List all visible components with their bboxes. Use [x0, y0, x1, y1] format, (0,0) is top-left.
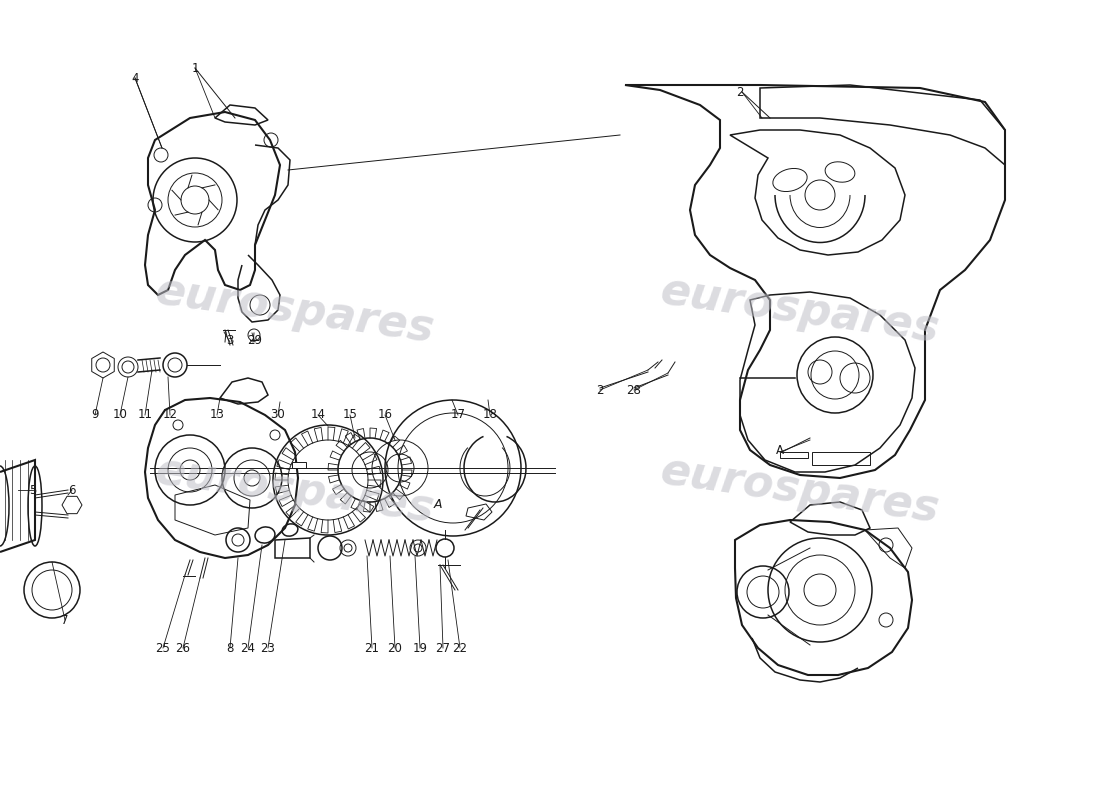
Text: eurospares: eurospares: [658, 449, 943, 531]
Text: 15: 15: [342, 409, 358, 422]
Text: 22: 22: [452, 642, 468, 654]
Text: A: A: [776, 443, 784, 457]
Text: 18: 18: [483, 409, 497, 422]
Text: 23: 23: [261, 642, 275, 654]
Text: 28: 28: [627, 383, 641, 397]
Polygon shape: [292, 462, 306, 468]
Text: 17: 17: [451, 409, 465, 422]
Text: 20: 20: [387, 642, 403, 654]
Text: eurospares: eurospares: [153, 269, 438, 351]
Text: 2: 2: [596, 383, 604, 397]
Text: 8: 8: [227, 642, 233, 654]
Text: 11: 11: [138, 409, 153, 422]
Text: 2: 2: [736, 86, 744, 98]
Text: 21: 21: [364, 642, 380, 654]
Text: 24: 24: [241, 642, 255, 654]
Text: 6: 6: [68, 483, 76, 497]
Text: 14: 14: [310, 409, 326, 422]
Text: 4: 4: [131, 71, 139, 85]
Text: eurospares: eurospares: [153, 449, 438, 531]
Text: 30: 30: [271, 409, 285, 422]
Text: 1: 1: [191, 62, 199, 74]
Text: 19: 19: [412, 642, 428, 654]
Text: 16: 16: [377, 409, 393, 422]
Text: 5: 5: [30, 483, 36, 497]
Text: 13: 13: [210, 409, 224, 422]
Text: 3: 3: [227, 334, 233, 346]
Text: 27: 27: [436, 642, 451, 654]
Text: 29: 29: [248, 334, 263, 346]
Text: 12: 12: [163, 409, 177, 422]
Text: 10: 10: [112, 409, 128, 422]
Text: 25: 25: [155, 642, 170, 654]
Text: 26: 26: [176, 642, 190, 654]
Text: eurospares: eurospares: [658, 269, 943, 351]
Text: 7: 7: [62, 614, 68, 626]
Text: A: A: [433, 498, 442, 511]
Text: 9: 9: [91, 409, 99, 422]
